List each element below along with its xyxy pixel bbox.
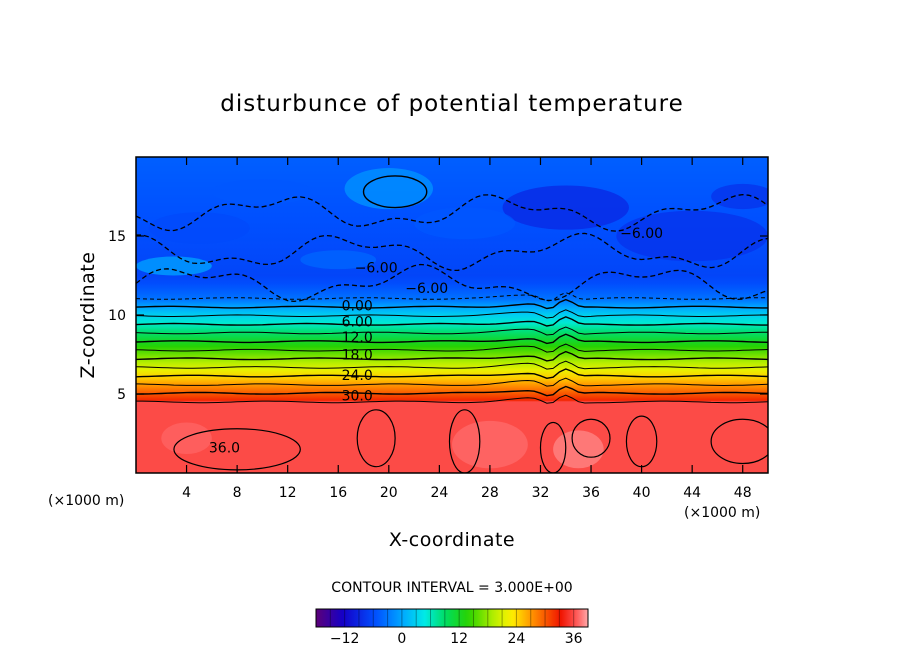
colorbar-tick-label: 0	[397, 631, 406, 647]
contour-line	[136, 360, 768, 370]
colorbar-tick-label: −12	[330, 631, 360, 647]
contour-label: 36.0	[209, 441, 240, 457]
x-tick-label: 44	[683, 485, 701, 501]
contour-line	[539, 421, 567, 473]
field-anomaly	[711, 183, 768, 210]
contour-line	[136, 343, 768, 353]
field-anomaly	[616, 210, 768, 262]
field-anomaly	[161, 422, 212, 455]
contour-line	[136, 292, 768, 302]
x-tick-label: 4	[182, 485, 191, 501]
y-axis-label: Z-coordinate	[77, 252, 99, 379]
colorbar-divisions	[315, 609, 589, 627]
contour-line	[136, 193, 768, 232]
contour-label: 18.0	[342, 348, 373, 364]
contour-line	[136, 298, 768, 310]
x-tick-label: 16	[329, 485, 347, 501]
contour-line	[136, 309, 768, 319]
contour-line	[136, 394, 768, 404]
field-anomaly	[344, 168, 434, 210]
contour-line	[362, 175, 428, 209]
contour-line	[136, 316, 768, 327]
x-unit-right: (×1000 m)	[684, 505, 760, 521]
contour-label: 12.0	[342, 330, 373, 346]
plot-area	[136, 157, 768, 473]
x-axis-label: X-coordinate	[389, 529, 515, 551]
field-anomaly	[300, 250, 377, 270]
contour-label: −6.00	[355, 261, 398, 277]
contour-label: 6.00	[342, 314, 373, 330]
x-tick-label: 8	[233, 485, 242, 501]
contour-line	[136, 333, 768, 345]
contour-line	[136, 368, 768, 380]
contour-label: 24.0	[342, 368, 373, 384]
x-tick-label: 28	[481, 485, 499, 501]
field-anomaly	[452, 420, 528, 469]
x-tick-label: 32	[532, 485, 550, 501]
contour-line	[710, 418, 768, 465]
field-anomaly	[148, 212, 250, 244]
contour-line	[136, 232, 768, 272]
contour-line	[571, 418, 611, 458]
colorbar-tick-label: 24	[508, 631, 526, 647]
x-tick-label: 12	[279, 485, 297, 501]
x-axis: 4 8 12 16 20 24 28 32 36 40 44 48	[182, 157, 752, 501]
contour-label: −6.00	[405, 281, 448, 297]
field-anomalies	[136, 168, 768, 469]
field-anomaly	[553, 430, 604, 469]
contour-interval-note: CONTOUR INTERVAL = 3.000E+00	[331, 580, 572, 596]
contour-line	[136, 377, 768, 387]
field-anomaly	[502, 185, 629, 230]
contour-line	[136, 263, 768, 303]
x-tick-label: 40	[633, 485, 651, 501]
field-anomaly	[136, 256, 212, 276]
x-unit-left: (×1000 m)	[48, 493, 124, 509]
field-anomaly	[414, 207, 516, 240]
chart-title: disturbunce of potential temperature	[220, 91, 684, 117]
y-tick-label: 5	[117, 387, 126, 403]
y-tick-label: 10	[108, 308, 126, 324]
colorbar-ticks: −12 0 12 24 36	[330, 631, 583, 647]
colorbar-tick-label: 36	[565, 631, 583, 647]
contour-line	[136, 350, 768, 362]
y-axis: 5 10 15	[108, 229, 768, 403]
colorbar	[315, 608, 589, 628]
contour-label: −6.00	[620, 226, 663, 242]
colorbar-tick-label: 12	[450, 631, 468, 647]
contour-line	[136, 326, 768, 336]
y-tick-label: 15	[108, 229, 126, 245]
contour-line	[136, 385, 768, 397]
x-tick-label: 48	[734, 485, 752, 501]
x-tick-label: 20	[380, 485, 398, 501]
field-anomaly	[211, 179, 313, 205]
contour-label: 0.00	[342, 299, 373, 315]
contour-label: 30.0	[342, 389, 373, 405]
x-tick-label: 36	[582, 485, 600, 501]
contour-line	[356, 409, 396, 468]
x-tick-label: 24	[430, 485, 448, 501]
